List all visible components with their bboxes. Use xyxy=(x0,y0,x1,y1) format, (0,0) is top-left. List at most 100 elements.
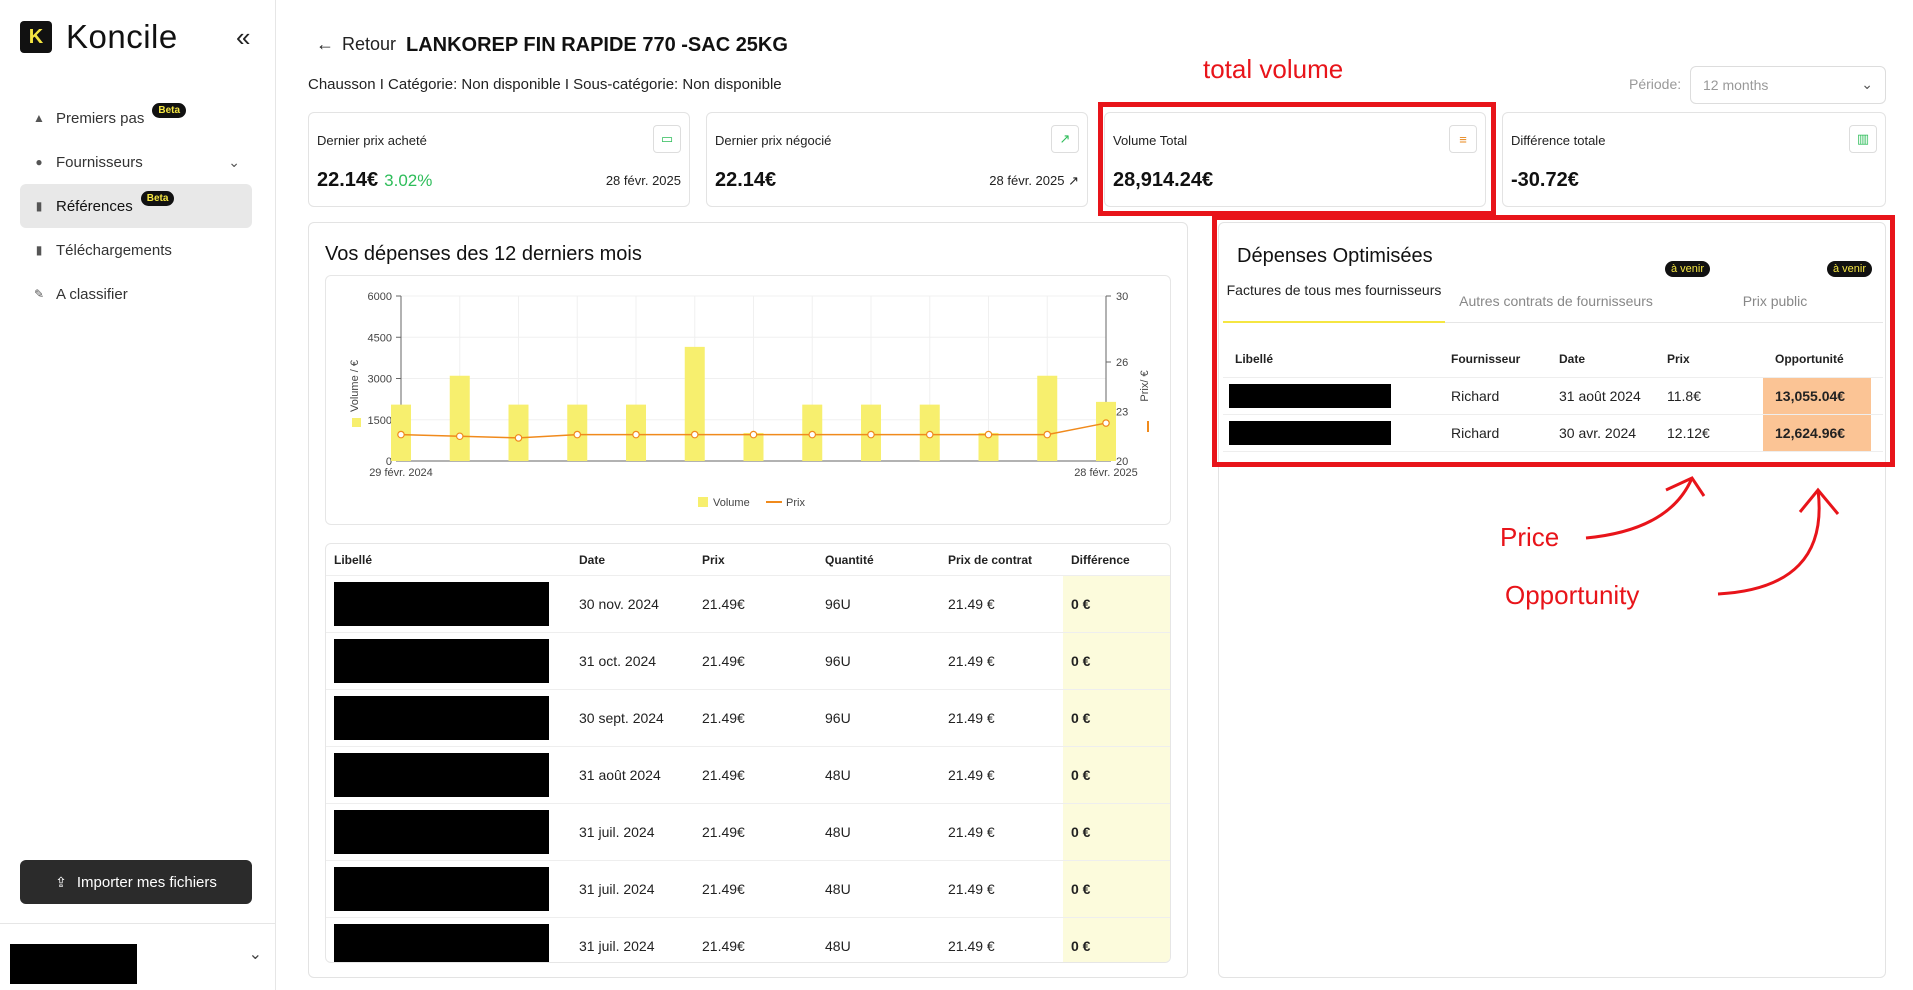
document-icon: ▮ xyxy=(35,199,43,213)
cell-prix: 21.49€ xyxy=(702,824,745,840)
table-row[interactable]: 30 sept. 2024 21.49€ 96U 21.49 € 0 € xyxy=(326,690,1170,747)
cell-prix-contrat: 21.49 € xyxy=(948,824,995,840)
tab-factures[interactable]: Factures de tous mes fournisseurs xyxy=(1223,281,1445,323)
cell-prix-contrat: 21.49 € xyxy=(948,881,995,897)
cell-quantite: 96U xyxy=(825,596,851,612)
logo-mark: K xyxy=(20,21,52,53)
kpi-value: 22.14€ xyxy=(715,169,777,191)
cell-prix: 21.49€ xyxy=(702,938,745,954)
annotation-arrowhead-price xyxy=(1665,476,1706,497)
kpi-date[interactable]: 28 févr. 2025 ↗ xyxy=(989,173,1079,189)
cell-date: 30 avr. 2024 xyxy=(1559,425,1637,441)
col-fournisseur: Fournisseur xyxy=(1451,352,1521,366)
col-quantite: Quantité xyxy=(825,552,874,567)
optimized-tabs: Factures de tous mes fournisseurs Autres… xyxy=(1223,261,1883,323)
collapse-sidebar-icon[interactable]: « xyxy=(236,22,251,52)
table-row[interactable]: 31 juil. 2024 21.49€ 48U 21.49 € 0 € xyxy=(326,918,1170,962)
cell-quantite: 48U xyxy=(825,824,851,840)
page-title: LANKOREP FIN RAPIDE 770 -SAC 25KG xyxy=(406,34,788,56)
cell-difference: 0 € xyxy=(1063,861,1170,917)
sidebar-item-label: Premiers pas xyxy=(56,109,145,127)
cell-prix: 11.8€ xyxy=(1667,388,1701,404)
kpi-value: 28,914.24€ xyxy=(1113,169,1214,191)
table-header: Libellé Fournisseur Date Prix Opportunit… xyxy=(1223,341,1883,378)
cell-difference: 0 € xyxy=(1063,633,1170,689)
cell-quantite: 48U xyxy=(825,881,851,897)
kpi-last-negotiated-price: Dernier prix négocié ↗ 22.14€ 28 févr. 2… xyxy=(706,112,1088,207)
annotation-total-volume: total volume xyxy=(1203,54,1344,84)
point-prix xyxy=(690,430,699,439)
optimized-table: Libellé Fournisseur Date Prix Opportunit… xyxy=(1223,341,1883,452)
kpi-label: Différence totale xyxy=(1511,133,1606,148)
tab-prix-public[interactable]: Prix public xyxy=(1742,293,1808,309)
annotation-arrows xyxy=(1585,476,1840,596)
logo[interactable]: K Koncile xyxy=(20,18,178,56)
cell-prix: 21.49€ xyxy=(702,767,745,783)
period-label: Période: xyxy=(1629,76,1682,92)
cell-libelle xyxy=(326,747,571,803)
kpi-total-difference: Différence totale ▥ -30.72€ xyxy=(1502,112,1886,207)
table-row[interactable]: 30 nov. 2024 21.49€ 96U 21.49 € 0 € xyxy=(326,576,1170,633)
y-tick-label: 0 xyxy=(386,456,392,468)
period-select[interactable]: 12 months ⌄ xyxy=(1690,66,1886,104)
cell-prix: 21.49€ xyxy=(702,653,745,669)
back-button[interactable]: ← Retour xyxy=(316,34,396,55)
cell-libelle xyxy=(326,918,571,962)
chevron-down-icon: ⌄ xyxy=(228,153,240,170)
upload-icon: ⇪ xyxy=(55,873,67,890)
sidebar-item-telechargements[interactable]: ▮ Téléchargements xyxy=(20,228,252,272)
table-row[interactable]: 31 août 2024 21.49€ 48U 21.49 € 0 € xyxy=(326,747,1170,804)
y2-tick-label: 30 xyxy=(1116,291,1128,303)
bar-volume xyxy=(743,432,764,461)
users-icon: ● xyxy=(35,155,43,169)
cell-quantite: 96U xyxy=(825,653,851,669)
user-menu[interactable]: ⌄ xyxy=(0,923,276,990)
legend-label-volume: Volume xyxy=(713,497,750,509)
point-prix xyxy=(925,430,934,439)
y-axis-swatch xyxy=(352,418,361,427)
table-row[interactable]: Richard 31 août 2024 11.8€ 13,055.04€ xyxy=(1223,378,1883,415)
redacted-label xyxy=(334,753,549,797)
cell-libelle xyxy=(1223,378,1439,414)
table-row[interactable]: 31 oct. 2024 21.49€ 96U 21.49 € 0 € xyxy=(326,633,1170,690)
point-prix xyxy=(1102,419,1110,427)
sidebar-item-label: Références xyxy=(56,197,133,215)
table-row[interactable]: 31 juil. 2024 21.49€ 48U 21.49 € 0 € xyxy=(326,861,1170,918)
table-row[interactable]: 31 juil. 2024 21.49€ 48U 21.49 € 0 € xyxy=(326,804,1170,861)
y2-tick-label: 26 xyxy=(1116,357,1128,369)
sidebar-item-references[interactable]: ▮ Références Beta xyxy=(20,184,252,228)
col-difference: Différence xyxy=(1071,552,1130,567)
cell-date: 31 août 2024 xyxy=(1559,388,1641,404)
annotation-box-optimized xyxy=(1212,215,1895,467)
optimized-table-body: Richard 31 août 2024 11.8€ 13,055.04€ Richar… xyxy=(1223,378,1883,452)
col-date: Date xyxy=(1559,352,1586,366)
tab-autres-contrats[interactable]: Autres contrats de fournisseurs xyxy=(1459,293,1653,309)
y-tick-label: 3000 xyxy=(368,374,392,386)
cell-opportunite: 12,624.96€ xyxy=(1763,415,1871,451)
point-prix xyxy=(984,430,993,439)
kpi-value: -30.72€ xyxy=(1511,169,1579,191)
cell-libelle xyxy=(326,690,571,746)
cell-libelle xyxy=(326,861,571,917)
kpi-total-volume: Volume Total ≡ 28,914.24€ xyxy=(1104,112,1486,207)
chevron-down-icon[interactable]: ⌄ xyxy=(248,946,262,963)
annotation-box-volume xyxy=(1098,102,1496,216)
nav: ▲ Premiers pas Beta ● Fournisseurs ⌄ ▮ R… xyxy=(20,96,252,316)
sidebar-item-a-classifier[interactable]: ✎ A classifier xyxy=(20,272,252,316)
point-prix xyxy=(573,430,582,439)
y-axis-title: Volume / € xyxy=(349,360,361,412)
kpi-label: Dernier prix acheté xyxy=(317,133,427,148)
import-files-button[interactable]: ⇪ Importer mes fichiers xyxy=(20,860,252,904)
legend-swatch-volume xyxy=(698,497,708,507)
sidebar-item-fournisseurs[interactable]: ● Fournisseurs ⌄ xyxy=(20,140,252,184)
cell-difference: 0 € xyxy=(1063,690,1170,746)
table-row[interactable]: Richard 30 avr. 2024 12.12€ 12,624.96€ xyxy=(1223,415,1883,452)
external-link-icon[interactable]: ↗ xyxy=(1068,173,1079,188)
cell-prix-contrat: 21.49 € xyxy=(948,938,995,954)
sidebar-item-label: Téléchargements xyxy=(56,241,172,259)
sidebar-item-premiers-pas[interactable]: ▲ Premiers pas Beta xyxy=(20,96,252,140)
col-prix: Prix xyxy=(702,552,725,567)
redacted-label xyxy=(334,639,549,683)
cell-quantite: 48U xyxy=(825,938,851,954)
redacted-label xyxy=(334,696,549,740)
